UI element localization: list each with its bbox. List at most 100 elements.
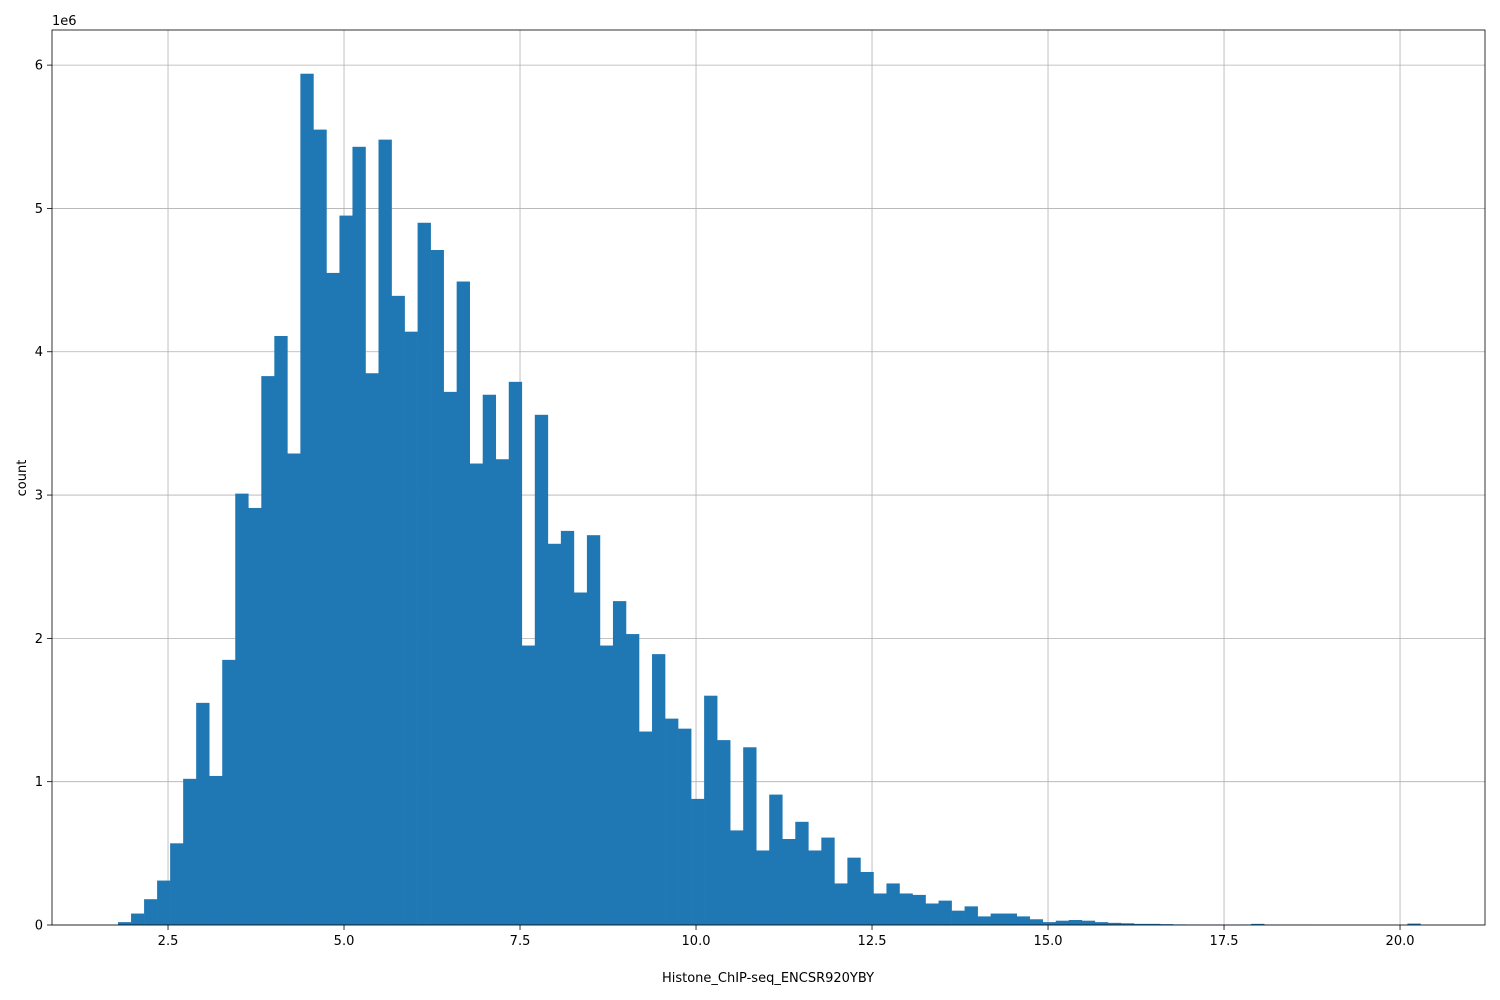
- bar: [860, 871, 874, 925]
- bar: [782, 839, 796, 925]
- plot-frame: [51, 29, 1486, 926]
- y-offset-label: 1e6: [52, 14, 77, 29]
- bar: [1159, 924, 1174, 925]
- bar: [1081, 920, 1096, 925]
- bar: [131, 913, 145, 925]
- bar: [873, 893, 887, 925]
- bar: [209, 775, 223, 925]
- y-tick-label: 2: [35, 632, 43, 647]
- bar: [847, 857, 861, 925]
- bar: [1003, 913, 1017, 925]
- bar: [560, 530, 575, 925]
- bar: [547, 543, 562, 925]
- bar: [326, 272, 340, 925]
- bar: [365, 373, 379, 925]
- bar: [313, 129, 327, 925]
- bar: [170, 843, 184, 925]
- bar: [534, 414, 549, 925]
- bar: [1407, 923, 1421, 925]
- bar: [834, 883, 848, 925]
- bar: [248, 507, 262, 925]
- bar: [756, 850, 770, 925]
- bar: [691, 798, 705, 925]
- bar: [990, 913, 1004, 925]
- bar: [300, 73, 314, 926]
- bar: [521, 645, 536, 925]
- bar: [183, 778, 197, 925]
- x-tick-label: 12.5: [858, 934, 887, 949]
- bar: [508, 381, 523, 925]
- bar: [339, 215, 353, 925]
- bar: [1133, 923, 1148, 925]
- bar: [665, 718, 679, 925]
- y-tick-label: 5: [35, 202, 43, 217]
- bar: [196, 702, 210, 925]
- bar: [886, 883, 900, 925]
- y-tick-label: 4: [35, 345, 43, 360]
- x-tick-label: 15.0: [1034, 934, 1063, 949]
- bar: [638, 731, 653, 925]
- x-tick-label: 5.0: [334, 934, 355, 949]
- bar: [586, 535, 601, 925]
- bar: [118, 922, 132, 925]
- bar: [222, 659, 236, 925]
- bar: [235, 493, 249, 925]
- bar: [717, 740, 731, 925]
- bar: [951, 910, 965, 925]
- bar: [1042, 922, 1057, 925]
- bar: [573, 592, 588, 925]
- bar: [352, 146, 366, 925]
- bar: [795, 821, 809, 925]
- x-tick-label: 17.5: [1210, 934, 1239, 949]
- bar: [417, 222, 431, 926]
- bar: [599, 645, 614, 925]
- bar: [912, 894, 926, 925]
- bar: [704, 695, 718, 925]
- bar: [378, 139, 392, 925]
- bar: [469, 463, 484, 925]
- bar: [1146, 923, 1161, 925]
- bar: [743, 747, 757, 925]
- bar: [1055, 920, 1070, 925]
- bar: [287, 453, 301, 925]
- axes: 2.5 5.0 7.5 10.0 12.5 15.0 17.5 20.0 0 1 2 3 4 5 6: [35, 29, 1486, 949]
- bar: [391, 295, 405, 925]
- y-axis-label: count: [15, 460, 30, 497]
- y-tick-label: 0: [35, 919, 43, 934]
- y-tick-label: 6: [35, 59, 43, 74]
- bar: [730, 830, 744, 925]
- bars: [118, 73, 1421, 926]
- y-tick-label: 3: [35, 489, 43, 504]
- x-tick-label: 20.0: [1386, 934, 1415, 949]
- bar: [925, 903, 939, 925]
- bar: [1029, 919, 1044, 925]
- bar: [1251, 923, 1265, 925]
- bar: [652, 654, 666, 925]
- bar: [625, 634, 640, 925]
- bar: [977, 916, 991, 925]
- x-tick-label: 2.5: [158, 934, 179, 949]
- bar: [495, 459, 510, 925]
- x-tick-label: 10.0: [682, 934, 711, 949]
- bar: [404, 331, 418, 925]
- bar: [899, 893, 913, 925]
- x-axis-label: Histone_ChIP-seq_ENCSR920YBY: [662, 971, 874, 986]
- bar: [1094, 922, 1109, 925]
- bar: [1068, 919, 1083, 925]
- bar: [1120, 923, 1135, 925]
- bar: [443, 391, 457, 925]
- bar: [808, 850, 822, 925]
- bar: [261, 376, 275, 926]
- bar: [821, 837, 835, 925]
- bar: [612, 601, 627, 925]
- bar: [964, 906, 978, 925]
- bar: [482, 394, 497, 925]
- bar: [938, 900, 952, 925]
- bar: [1016, 916, 1031, 925]
- bar: [430, 249, 444, 926]
- bar: [157, 880, 171, 925]
- bar: [678, 728, 692, 925]
- bar: [456, 281, 470, 925]
- bar: [274, 335, 288, 925]
- x-tick-label: 7.5: [510, 934, 531, 949]
